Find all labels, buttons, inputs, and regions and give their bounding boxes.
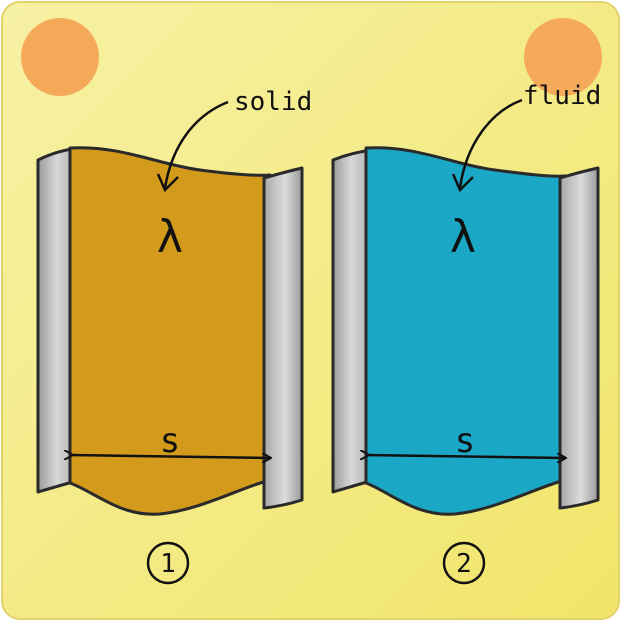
- callout-arrow: [458, 98, 523, 189]
- conductivity-symbol: λ: [450, 212, 477, 263]
- corner-dot-left: [21, 18, 99, 96]
- right-wall: [262, 166, 304, 510]
- thickness-label: s: [455, 421, 475, 461]
- right-wall: [558, 166, 600, 510]
- thickness-label: s: [160, 421, 180, 461]
- callout-arrowhead: [156, 173, 179, 193]
- conductivity-symbol: λ: [157, 212, 184, 263]
- panel-number-circle: [442, 541, 486, 585]
- material-label: fluid: [523, 81, 601, 111]
- panel-1: s λ solid 1: [36, 87, 312, 585]
- callout-arrow: [163, 100, 229, 189]
- panel-number: 1: [160, 549, 176, 579]
- thickness-arrow: [72, 455, 270, 458]
- thickness-arrow: [368, 455, 565, 458]
- panel-2: s λ fluid 2: [331, 81, 601, 585]
- panel-number: 2: [456, 549, 472, 579]
- callout-arrowhead: [451, 173, 474, 193]
- material-label: solid: [234, 87, 312, 117]
- corner-dot-right: [524, 18, 602, 96]
- panel-number-circle: [146, 541, 190, 585]
